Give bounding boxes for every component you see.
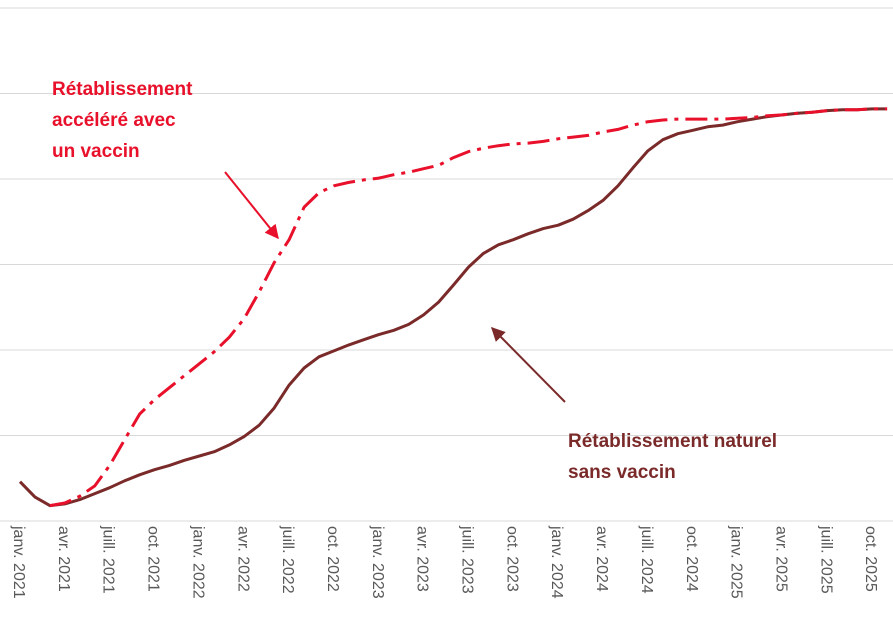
x-tick-label: avr. 2023 xyxy=(414,526,431,592)
x-tick-label: juill. 2023 xyxy=(459,525,476,594)
x-tick-label: juill. 2022 xyxy=(279,525,296,594)
x-tick-label: avr. 2021 xyxy=(55,526,72,592)
x-tick-label: juill. 2025 xyxy=(817,525,834,594)
x-tick-label: oct. 2021 xyxy=(145,526,162,592)
x-tick-label: oct. 2022 xyxy=(324,526,341,592)
annotation: un vaccin xyxy=(52,141,140,162)
x-tick-label: avr. 2024 xyxy=(593,526,610,592)
arrow xyxy=(491,327,566,403)
annotation: accéléré avec xyxy=(52,110,176,131)
x-tick-label: avr. 2025 xyxy=(772,526,789,592)
annotation: Rétablissement xyxy=(52,79,193,100)
series-line xyxy=(49,107,888,508)
x-tick-label: avr. 2022 xyxy=(234,526,251,592)
series-line xyxy=(18,107,888,508)
x-tick-label: juill. 2021 xyxy=(100,525,117,594)
x-tick-label: janv. 2022 xyxy=(189,525,206,599)
x-tick-label: janv. 2024 xyxy=(548,525,565,599)
x-tick-label: janv. 2025 xyxy=(728,525,745,599)
arrow xyxy=(224,171,279,240)
annotation: Rétablissement naturel xyxy=(568,431,777,452)
x-tick-label: oct. 2023 xyxy=(503,526,520,592)
x-tick-label: juill. 2024 xyxy=(638,525,655,594)
annotation: sans vaccin xyxy=(568,462,676,483)
x-tick-label: janv. 2023 xyxy=(369,525,386,599)
x-tick-label: oct. 2024 xyxy=(683,526,700,592)
x-tick-label: janv. 2021 xyxy=(10,525,27,599)
x-tick-label: oct. 2025 xyxy=(862,526,879,592)
